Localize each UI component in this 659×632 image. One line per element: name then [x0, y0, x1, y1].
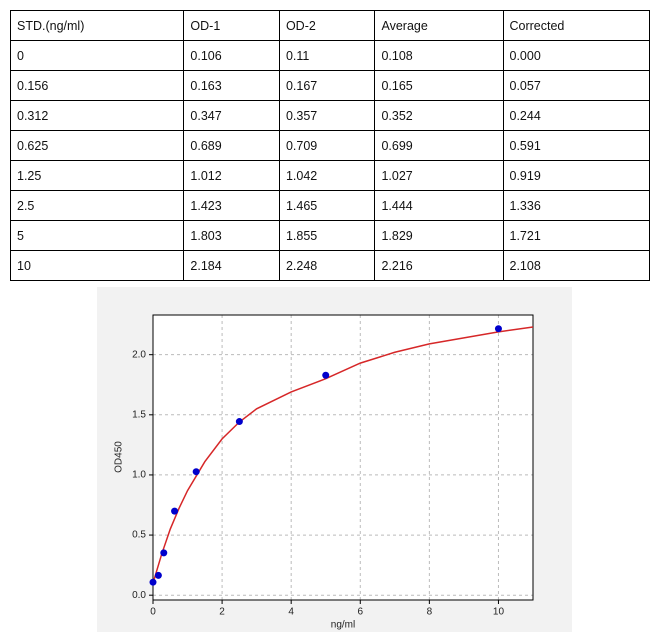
x-tick-label: 6	[357, 607, 363, 618]
y-tick-label: 2.0	[132, 349, 146, 360]
plot-area	[153, 315, 533, 600]
x-tick-label: 8	[427, 607, 433, 618]
table-cell: 0.625	[9, 130, 185, 161]
table-cell: 2.216	[374, 250, 504, 281]
table-cell: 0.057	[502, 70, 650, 101]
header-cell: OD-1	[183, 10, 280, 41]
table-cell: 1.829	[374, 220, 504, 251]
table-cell: 2.5	[9, 190, 185, 221]
data-point	[160, 549, 168, 557]
table-cell: 1.336	[502, 190, 650, 221]
table-cell: 0.689	[183, 130, 280, 161]
standard-table: STD.(ng/ml) OD-1 OD-2 Average Corrected 0 0.10…	[9, 10, 650, 281]
table-cell: 0.919	[502, 160, 650, 191]
table-row: 2.5 1.423 1.465 1.444 1.336	[9, 190, 650, 221]
table-cell: 1.012	[183, 160, 280, 191]
table-cell: 2.248	[278, 250, 376, 281]
table-cell: 0.352	[374, 100, 504, 131]
table-cell: 0.312	[9, 100, 185, 131]
x-tick-label: 2	[219, 607, 225, 618]
x-axis-label: ng/ml	[331, 620, 355, 631]
table-cell: 0.156	[9, 70, 185, 101]
table-cell: 0.347	[183, 100, 280, 131]
table-row: 0 0.106 0.11 0.108 0.000	[9, 40, 650, 71]
table-cell: 0.163	[183, 70, 280, 101]
table-cell: 1.042	[278, 160, 376, 191]
table-cell: 0.11	[278, 40, 376, 71]
table-cell: 0.244	[502, 100, 650, 131]
table-cell: 1.803	[183, 220, 280, 251]
table-row: 0.156 0.163 0.167 0.165 0.057	[9, 70, 650, 101]
header-row: STD.(ng/ml) OD-1 OD-2 Average Corrected	[9, 10, 650, 41]
table-cell: 2.184	[183, 250, 280, 281]
table-cell: 0.106	[183, 40, 280, 71]
header-cell: STD.(ng/ml)	[9, 10, 185, 41]
header-cell: OD-2	[278, 10, 376, 41]
table-cell: 2.108	[502, 250, 650, 281]
axes-frame	[152, 314, 534, 601]
table-cell: 1.721	[502, 220, 650, 251]
table-cell: 1.444	[374, 190, 504, 221]
x-tick-label: 4	[288, 607, 294, 618]
table-cell: 1.423	[183, 190, 280, 221]
data-point	[235, 418, 243, 426]
table-row: 1.25 1.012 1.042 1.027 0.919	[9, 160, 650, 191]
fit-curve	[152, 326, 534, 584]
header-cell: Corrected	[502, 10, 650, 41]
table-row: 0.625 0.689 0.709 0.699 0.591	[9, 130, 650, 161]
table-cell: 0.591	[502, 130, 650, 161]
y-tick-label: 1.0	[132, 470, 146, 481]
table-cell: 0.709	[278, 130, 376, 161]
chart: ng/ml OD450 0 2 4 6 8 10 0.0 0.5 1.0 1.5 2.0	[97, 287, 572, 632]
table-cell: 0.167	[278, 70, 376, 101]
table-cell: 0.699	[374, 130, 504, 161]
table-cell: 10	[9, 250, 185, 281]
x-tick-label: 0	[150, 607, 156, 618]
y-tick-label: 1.5	[132, 409, 146, 420]
table-cell: 0.357	[278, 100, 376, 131]
data-point	[154, 571, 162, 579]
table-cell: 0	[9, 40, 185, 71]
table-row: 5 1.803 1.855 1.829 1.721	[9, 220, 650, 251]
header-cell: Average	[374, 10, 504, 41]
table-cell: 1.027	[374, 160, 504, 191]
y-axis-label: OD450	[114, 441, 125, 473]
table-row: 0.312 0.347 0.357 0.352 0.244	[9, 100, 650, 131]
table-cell: 5	[9, 220, 185, 251]
y-tick-label: 0.5	[132, 530, 146, 541]
data-point	[149, 578, 157, 586]
table-cell: 0.108	[374, 40, 504, 71]
data-point	[494, 325, 502, 333]
y-tick-label: 0.0	[132, 590, 146, 601]
table-cell: 0.165	[374, 70, 504, 101]
table-cell: 1.465	[278, 190, 376, 221]
table-cell: 1.25	[9, 160, 185, 191]
table-cell: 1.855	[278, 220, 376, 251]
table-row: 10 2.184 2.248 2.216 2.108	[9, 250, 650, 281]
data-point	[192, 468, 200, 476]
data-point	[322, 371, 330, 379]
data-point	[171, 507, 179, 515]
x-tick-label: 10	[493, 607, 505, 618]
table-cell: 0.000	[502, 40, 650, 71]
